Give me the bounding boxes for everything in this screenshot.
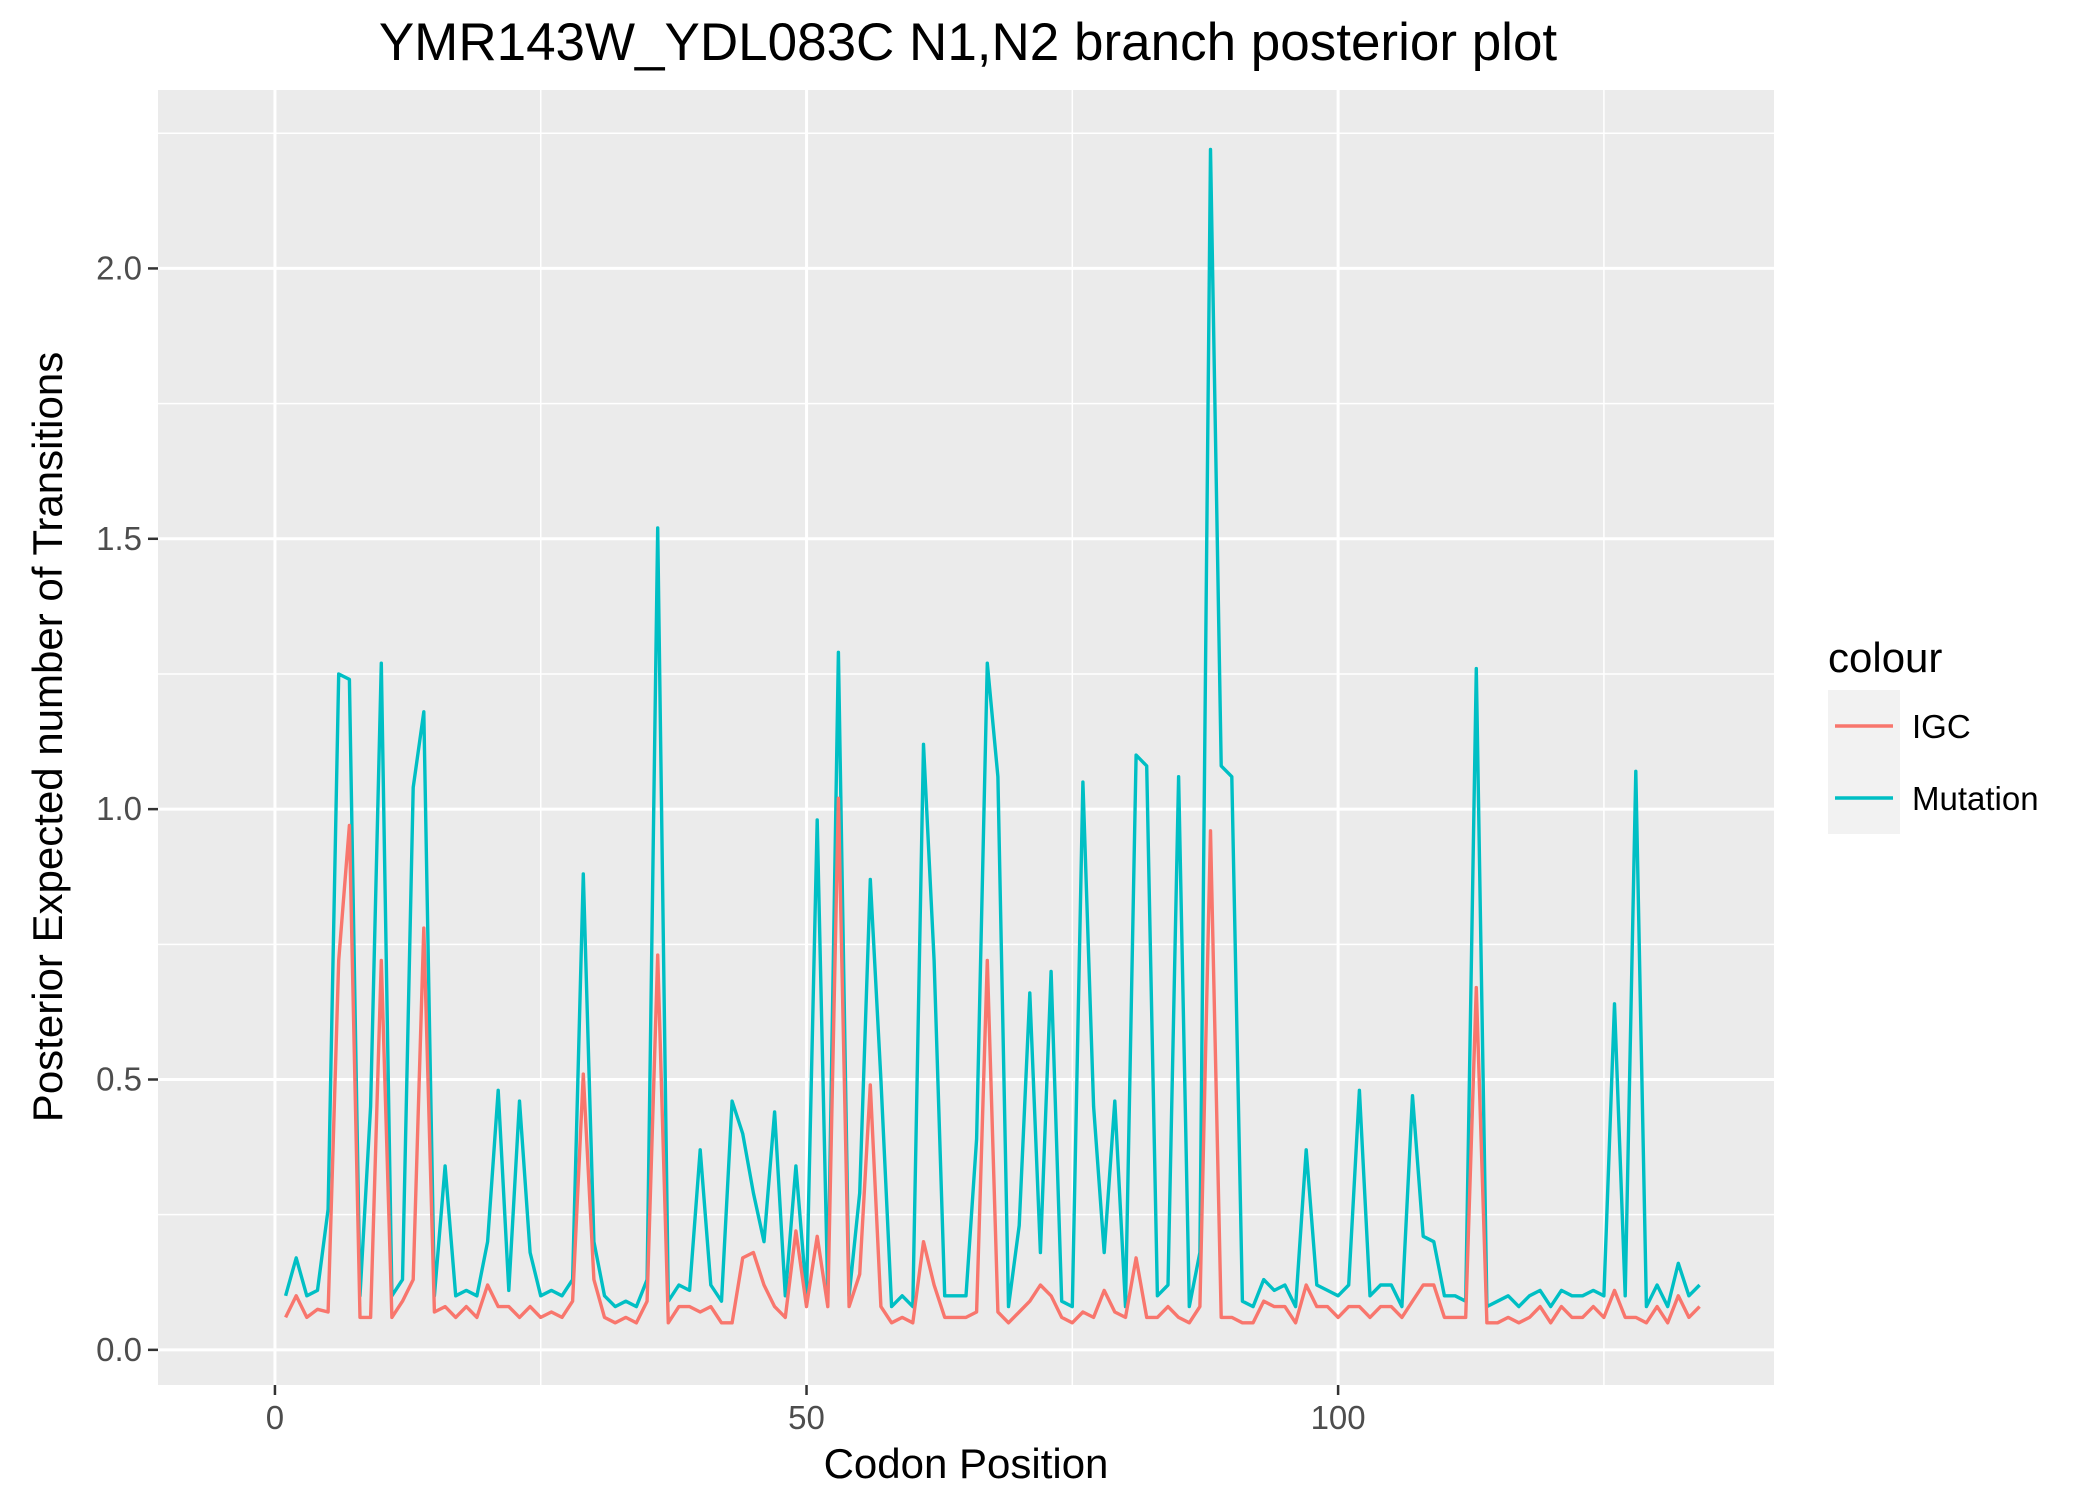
y-tick-label: 1.5	[96, 520, 142, 557]
series-line-igc	[284, 796, 1701, 1325]
x-axis-title: Codon Position	[824, 1440, 1109, 1487]
x-tick-label: 0	[266, 1399, 284, 1436]
legend-title: colour	[1828, 634, 1942, 681]
series-lines	[283, 147, 1701, 1325]
chart-title: YMR143W_YDL083C N1,N2 branch posterior p…	[379, 13, 1558, 72]
legend: colour IGC Mutation	[1828, 634, 2039, 834]
x-tick-label: 100	[1311, 1399, 1366, 1436]
plot-panel	[158, 90, 1774, 1385]
y-axis-ticks: 0.0 0.5 1.0 1.5 2.0	[96, 249, 158, 1368]
legend-label-mutation: Mutation	[1912, 780, 2039, 817]
x-tick-label: 50	[788, 1399, 825, 1436]
x-axis-ticks: 0 50 100	[266, 1385, 1366, 1436]
series-line-mutation	[283, 147, 1701, 1309]
y-tick-label: 2.0	[96, 249, 142, 286]
legend-label-igc: IGC	[1912, 708, 1971, 745]
y-axis-title: Posterior Expected number of Transitions	[24, 352, 71, 1122]
y-tick-label: 1.0	[96, 790, 142, 827]
y-tick-label: 0.0	[96, 1331, 142, 1368]
y-tick-label: 0.5	[96, 1060, 142, 1097]
major-gridlines	[158, 90, 1774, 1385]
